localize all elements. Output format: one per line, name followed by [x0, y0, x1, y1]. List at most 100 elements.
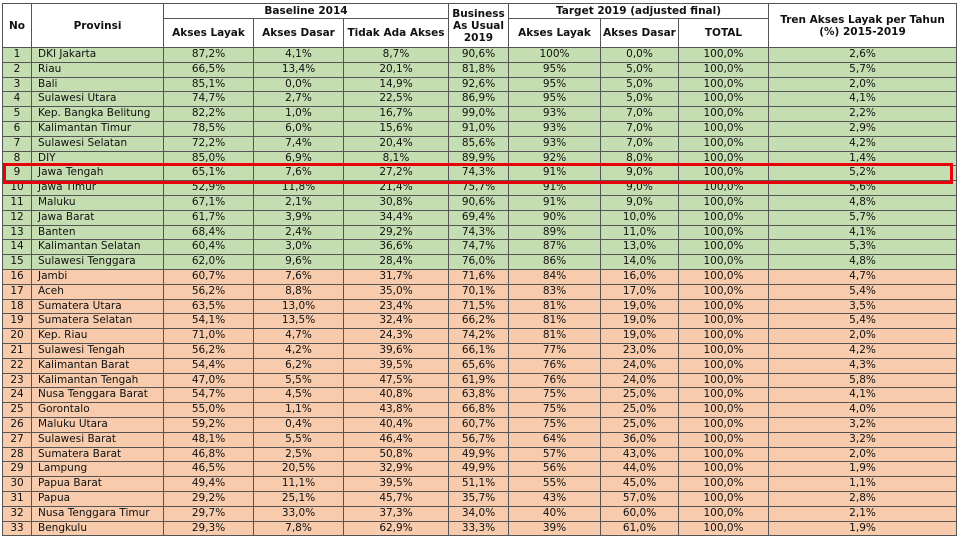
- table-row: 5 Kep. Bangka Belitung 82,2% 1,0% 16,7% 99,0%…: [2, 106, 958, 122]
- cell-akses-dasar: 2,4%: [253, 224, 344, 241]
- cell-target-akses-layak: 93%: [508, 106, 601, 122]
- cell-target-akses-layak: 57%: [508, 446, 601, 463]
- table-row: 4 Sulawesi Utara 74,7% 2,7% 22,5% 86,9% 95% 5,0…: [2, 91, 958, 108]
- table-row: 24 Nusa Tenggara Barat 54,7% 4,5% 40,8% 63,8%…: [2, 387, 958, 404]
- cell-akses-dasar: 4,2%: [253, 342, 344, 359]
- cell-no: 24: [2, 387, 32, 404]
- cell-akses-dasar: 1,0%: [253, 106, 344, 122]
- header-baseline-2014: Baseline 2014: [163, 3, 449, 19]
- cell-business-as-usual: 66,2%: [448, 313, 509, 330]
- cell-target-akses-layak: 76%: [508, 357, 601, 374]
- table-row: 21 Sulawesi Tengah 56,2% 4,2% 39,6% 66,1% 77% 2…: [2, 342, 958, 359]
- cell-target-akses-dasar: 7,0%: [600, 120, 679, 137]
- cell-target-akses-dasar: 45,0%: [600, 476, 679, 492]
- cell-no: 11: [2, 194, 32, 211]
- cell-no: 19: [2, 313, 32, 330]
- table-row: 18 Sumatera Utara 63,5% 13,0% 23,4% 71,5% 81% 1…: [2, 298, 958, 315]
- cell-target-akses-dasar: 11,0%: [600, 224, 679, 241]
- cell-total: 100,0%: [677, 431, 770, 448]
- cell-target-akses-layak: 75%: [508, 416, 601, 433]
- cell-tren: 4,1%: [768, 224, 958, 241]
- cell-target-akses-layak: 87%: [508, 239, 601, 256]
- cell-provinsi: Kep. Bangka Belitung: [31, 106, 164, 122]
- cell-business-as-usual: 86,9%: [448, 91, 509, 108]
- cell-target-akses-layak: 84%: [508, 268, 601, 285]
- cell-no: 4: [2, 91, 32, 108]
- table-row: 8 DIY 85,0% 6,9% 8,1% 89,9% 92% 8,0% 100,0% 1,4%: [2, 150, 958, 167]
- cell-target-akses-layak: 75%: [508, 402, 601, 418]
- cell-akses-dasar: 11,1%: [253, 476, 344, 492]
- cell-target-akses-layak: 43%: [508, 490, 601, 507]
- cell-tidak-ada-akses: 8,7%: [343, 47, 449, 63]
- cell-tidak-ada-akses: 24,3%: [343, 328, 449, 344]
- cell-provinsi: Jambi: [31, 268, 164, 285]
- cell-business-as-usual: 91,0%: [448, 120, 509, 137]
- cell-akses-layak: 59,2%: [163, 416, 254, 433]
- header-target-akses-dasar: Akses Dasar: [600, 18, 679, 48]
- cell-target-akses-dasar: 8,0%: [600, 150, 679, 167]
- cell-no: 12: [2, 209, 32, 226]
- cell-business-as-usual: 74,3%: [448, 165, 509, 182]
- cell-tren: 4,1%: [768, 91, 958, 108]
- cell-target-akses-dasar: 24,0%: [600, 372, 679, 389]
- cell-akses-layak: 29,3%: [163, 520, 254, 537]
- cell-no: 17: [2, 283, 32, 300]
- cell-tren: 5,3%: [768, 239, 958, 256]
- cell-tren: 4,1%: [768, 387, 958, 404]
- cell-total: 100,0%: [677, 47, 770, 63]
- cell-tren: 3,2%: [768, 416, 958, 433]
- cell-target-akses-layak: 95%: [508, 76, 601, 93]
- cell-tren: 4,8%: [768, 254, 958, 270]
- cell-total: 100,0%: [677, 120, 770, 137]
- cell-akses-layak: 63,5%: [163, 298, 254, 315]
- cell-total: 100,0%: [677, 165, 770, 182]
- cell-target-akses-dasar: 7,0%: [600, 106, 679, 122]
- cell-tren: 5,4%: [768, 313, 958, 330]
- cell-tidak-ada-akses: 14,9%: [343, 76, 449, 93]
- cell-provinsi: Sumatera Selatan: [31, 313, 164, 330]
- cell-target-akses-layak: 95%: [508, 91, 601, 108]
- cell-target-akses-dasar: 13,0%: [600, 239, 679, 256]
- cell-tren: 5,7%: [768, 209, 958, 226]
- cell-business-as-usual: 49,9%: [448, 461, 509, 478]
- table-row: 11 Maluku 67,1% 2,1% 30,8% 90,6% 91% 9,0% 100,0%…: [2, 194, 958, 211]
- cell-akses-layak: 48,1%: [163, 431, 254, 448]
- cell-tidak-ada-akses: 21,4%: [343, 180, 449, 196]
- cell-no: 27: [2, 431, 32, 448]
- cell-akses-dasar: 9,6%: [253, 254, 344, 270]
- cell-tidak-ada-akses: 23,4%: [343, 298, 449, 315]
- cell-akses-layak: 46,8%: [163, 446, 254, 463]
- cell-provinsi: Kalimantan Barat: [31, 357, 164, 374]
- cell-total: 100,0%: [677, 372, 770, 389]
- cell-business-as-usual: 49,9%: [448, 446, 509, 463]
- cell-target-akses-dasar: 5,0%: [600, 91, 679, 108]
- cell-akses-layak: 47,0%: [163, 372, 254, 389]
- table-row: 27 Sulawesi Barat 48,1% 5,5% 46,4% 56,7% 64% 36…: [2, 431, 958, 448]
- header-akses-dasar: Akses Dasar: [253, 18, 344, 48]
- cell-total: 100,0%: [677, 328, 770, 344]
- cell-no: 6: [2, 120, 32, 137]
- cell-tren: 4,2%: [768, 342, 958, 359]
- cell-tidak-ada-akses: 30,8%: [343, 194, 449, 211]
- cell-target-akses-dasar: 19,0%: [600, 298, 679, 315]
- cell-akses-layak: 49,4%: [163, 476, 254, 492]
- cell-akses-dasar: 6,2%: [253, 357, 344, 374]
- cell-no: 22: [2, 357, 32, 374]
- table-row: 33 Bengkulu 29,3% 7,8% 62,9% 33,3% 39% 61,0% 100…: [2, 520, 958, 537]
- cell-business-as-usual: 75,7%: [448, 180, 509, 196]
- cell-no: 31: [2, 490, 32, 507]
- cell-akses-dasar: 11,8%: [253, 180, 344, 196]
- province-access-table: No Provinsi Baseline 2014 Business As Us…: [2, 3, 958, 537]
- cell-business-as-usual: 74,2%: [448, 328, 509, 344]
- cell-tidak-ada-akses: 22,5%: [343, 91, 449, 108]
- table-row: 10 Jawa Timur 52,9% 11,8% 21,4% 75,7% 91% 9,0% 1…: [2, 180, 958, 196]
- cell-target-akses-dasar: 24,0%: [600, 357, 679, 374]
- cell-akses-layak: 67,1%: [163, 194, 254, 211]
- cell-business-as-usual: 74,3%: [448, 224, 509, 241]
- cell-tren: 3,2%: [768, 431, 958, 448]
- table-row: 13 Banten 68,4% 2,4% 29,2% 74,3% 89% 11,0% 100,0…: [2, 224, 958, 241]
- cell-tidak-ada-akses: 15,6%: [343, 120, 449, 137]
- cell-total: 100,0%: [677, 342, 770, 359]
- cell-akses-layak: 54,1%: [163, 313, 254, 330]
- cell-business-as-usual: 33,3%: [448, 520, 509, 537]
